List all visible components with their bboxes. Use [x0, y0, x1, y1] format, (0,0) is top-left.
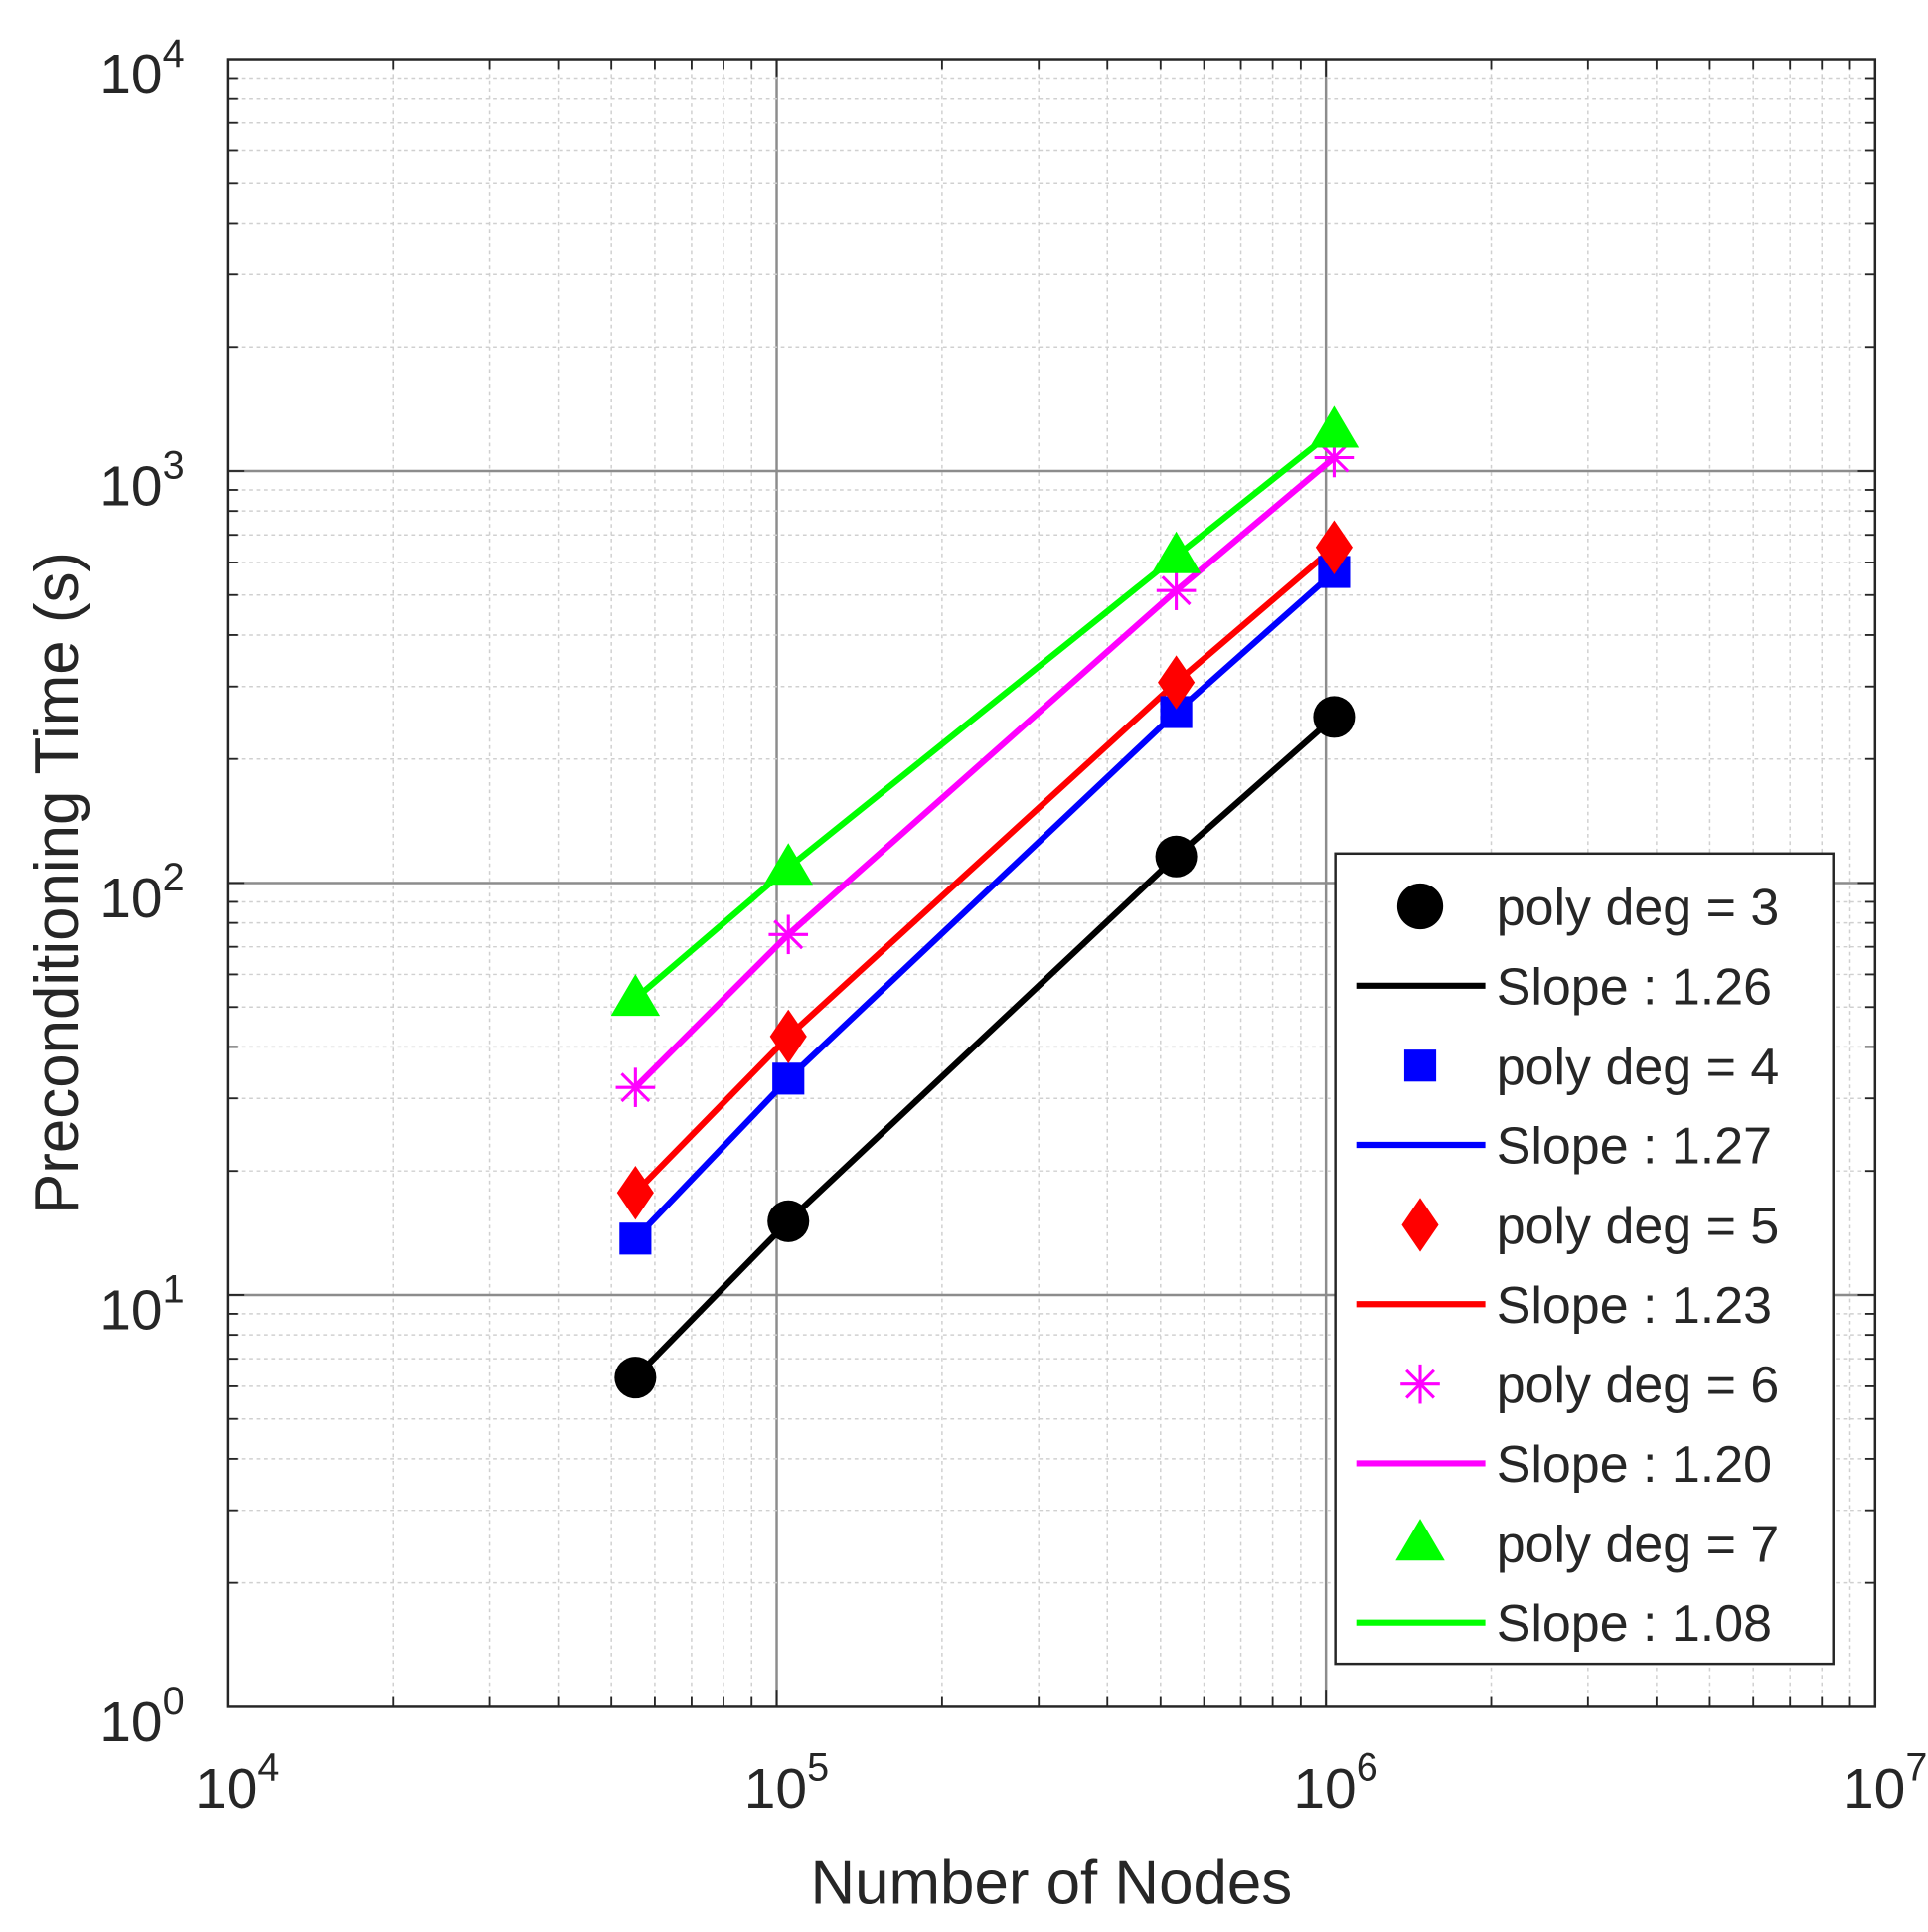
- x-tick-label: 105: [744, 1746, 829, 1821]
- data-point-poly-deg-6: [1156, 570, 1197, 610]
- data-point-poly-deg-7: [1151, 531, 1202, 573]
- y-tick-label: 101: [99, 1267, 184, 1342]
- axes-box: [226, 58, 1877, 1708]
- y-tick-label: 103: [99, 443, 184, 518]
- x-axis-label: Number of Nodes: [810, 1849, 1292, 1917]
- series-line-poly-deg-6: [633, 455, 1337, 1090]
- y-tick-label: 100: [99, 1680, 184, 1754]
- series-line-poly-deg-7: [633, 427, 1337, 1002]
- data-point-poly-deg-7: [610, 974, 661, 1017]
- tick-labels: 104 105 106 107 100 101 102 103 104: [99, 32, 1927, 1821]
- data-point-poly-deg-7: [763, 843, 813, 886]
- legend: poly deg = 3 Slope : 1.26 poly deg = 4 Slop…: [1334, 852, 1835, 1666]
- data-point-poly-deg-7: [1309, 405, 1360, 448]
- legend-label: Slope : 1.08: [1497, 1595, 1772, 1653]
- data-point-poly-deg-5: [1158, 655, 1196, 710]
- y-tick-label: 104: [99, 32, 184, 106]
- y-axis-label: Preconditioning Time (s): [23, 552, 91, 1214]
- data-point-poly-deg-3: [1155, 835, 1198, 878]
- legend-marker-poly-deg-4: [1403, 1049, 1437, 1082]
- x-tick-label: 104: [195, 1746, 279, 1821]
- legend-label: poly deg = 3: [1497, 880, 1780, 937]
- legend-marker-poly-deg-6: [1400, 1364, 1440, 1404]
- legend-label: poly deg = 6: [1497, 1357, 1780, 1414]
- series-line-poly-deg-3: [633, 715, 1337, 1380]
- series-lines: [633, 427, 1337, 1380]
- data-point-poly-deg-3: [767, 1200, 810, 1242]
- legend-label: Slope : 1.20: [1497, 1436, 1772, 1494]
- data-point-poly-deg-6: [615, 1067, 656, 1107]
- y-tick-label: 102: [99, 856, 184, 930]
- data-point-poly-deg-4: [619, 1222, 652, 1255]
- data-point-poly-deg-6: [768, 914, 809, 955]
- series-markers: [610, 405, 1360, 1399]
- series-line-poly-deg-4: [633, 569, 1337, 1241]
- x-tick-label: 106: [1293, 1746, 1377, 1821]
- legend-marker-poly-deg-3: [1396, 883, 1444, 930]
- legend-marker-poly-deg-7: [1395, 1519, 1445, 1561]
- data-point-poly-deg-3: [1313, 696, 1356, 738]
- legend-label: poly deg = 7: [1497, 1516, 1780, 1573]
- data-point-poly-deg-3: [614, 1357, 657, 1399]
- data-point-poly-deg-5: [769, 1009, 807, 1064]
- legend-label: poly deg = 5: [1497, 1198, 1780, 1255]
- legend-label: Slope : 1.23: [1497, 1277, 1772, 1335]
- data-point-poly-deg-5: [616, 1165, 654, 1220]
- x-tick-label: 107: [1843, 1746, 1927, 1821]
- data-point-poly-deg-4: [772, 1062, 805, 1095]
- series-line-poly-deg-5: [633, 545, 1337, 1196]
- legend-label: Slope : 1.27: [1497, 1118, 1772, 1176]
- legend-label: poly deg = 4: [1497, 1039, 1780, 1096]
- legend-label: Slope : 1.26: [1497, 958, 1772, 1016]
